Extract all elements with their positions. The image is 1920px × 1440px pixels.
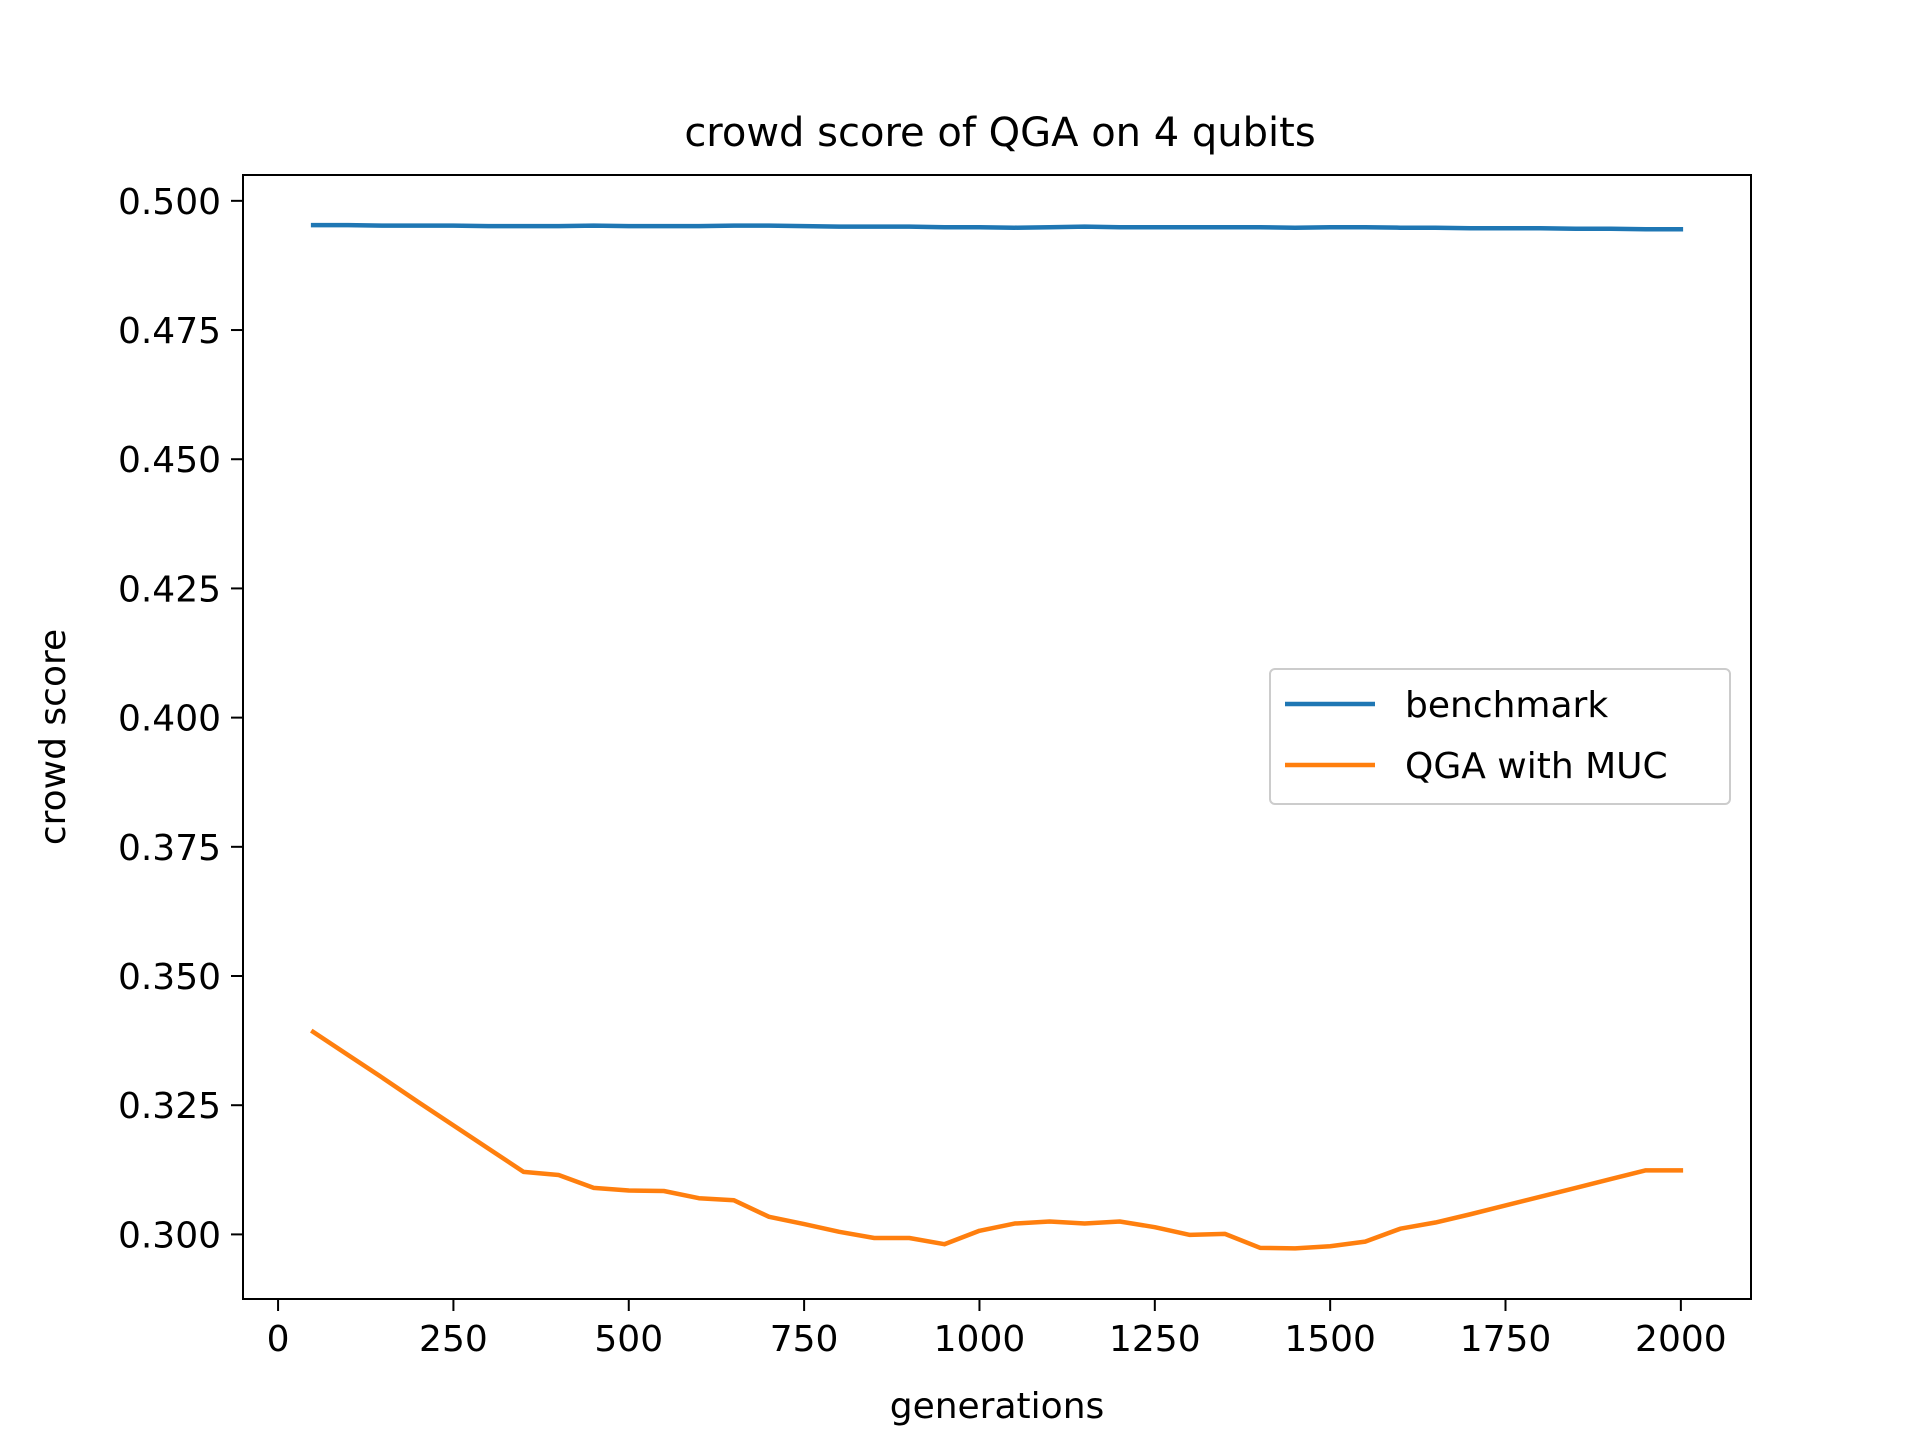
- x-tick-label: 750: [770, 1319, 839, 1360]
- y-axis: 0.300 0.325 0.350 0.375 0.400 0.425 0.450 0.475…: [118, 182, 243, 1256]
- x-tick-label: 2000: [1635, 1319, 1727, 1360]
- series-line-1: [310, 1028, 1684, 1251]
- legend-box: [1269, 668, 1731, 805]
- series-line-0: [310, 222, 1684, 232]
- y-tick-label: 0.325: [118, 1086, 221, 1127]
- y-tick-label: 0.475: [118, 311, 221, 352]
- chart-title: crowd score of QGA on 4 qubits: [684, 110, 1315, 156]
- x-tick-label: 1500: [1284, 1319, 1376, 1360]
- legend-label-0: benchmark: [1405, 685, 1608, 726]
- y-tick-label: 0.400: [118, 699, 221, 740]
- x-tick-label: 500: [594, 1319, 663, 1360]
- x-tick-label: 250: [419, 1319, 488, 1360]
- x-tick-label: 1750: [1460, 1319, 1552, 1360]
- y-tick-label: 0.375: [118, 828, 221, 869]
- plot-frame: [242, 174, 1752, 1300]
- y-tick-label: 0.500: [118, 182, 221, 223]
- plot-lines: [310, 222, 1684, 1251]
- x-tick-label: 1000: [934, 1319, 1026, 1360]
- y-tick-label: 0.350: [118, 957, 221, 998]
- y-tick-label: 0.450: [118, 440, 221, 481]
- x-tick-label: 1250: [1109, 1319, 1201, 1360]
- y-tick-label: 0.425: [118, 569, 221, 610]
- legend-label-1: QGA with MUC: [1405, 746, 1668, 787]
- x-tick-label: 0: [267, 1319, 290, 1360]
- x-axis: 0 250 500 750 1000 1250 1500 1750 2000: [267, 1299, 1727, 1360]
- x-axis-label: generations: [890, 1386, 1105, 1427]
- y-tick-label: 0.300: [118, 1215, 221, 1256]
- y-axis-label: crowd score: [33, 629, 74, 845]
- legend: benchmark QGA with MUC: [1269, 668, 1731, 805]
